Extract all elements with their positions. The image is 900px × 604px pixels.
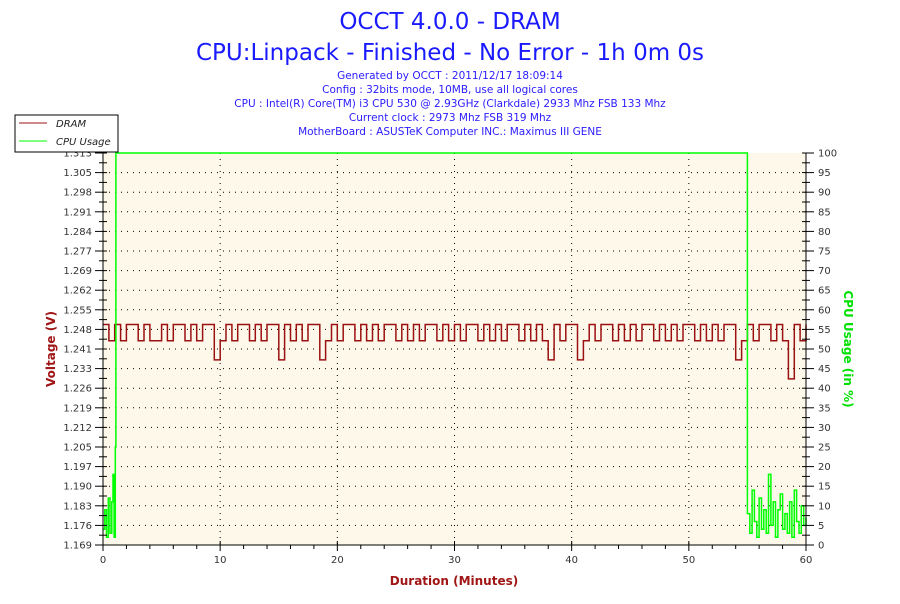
y-left-tick-label: 1.313 (63, 149, 92, 160)
y-left-tick-label: 1.255 (63, 305, 92, 316)
y-left-tick-label: 1.190 (63, 482, 92, 493)
y-left-tick-label: 1.212 (63, 423, 92, 434)
y-right-tick-label: 15 (818, 482, 831, 493)
x-axis-label: Duration (Minutes) (390, 574, 518, 588)
y-right-tick-label: 45 (818, 364, 831, 375)
y-left-tick-label: 1.262 (63, 286, 92, 297)
y-right-tick-label: 30 (818, 423, 831, 434)
plot-area (103, 153, 806, 545)
legend-label-cpu: CPU Usage (56, 137, 111, 148)
y-right-tick-label: 40 (818, 384, 831, 395)
y-left-tick-label: 1.298 (63, 188, 92, 199)
y-right-tick-label: 35 (818, 403, 831, 414)
y-right-tick-label: 65 (818, 286, 831, 297)
y-right-tick-label: 100 (818, 149, 837, 160)
y-right-tick-label: 10 (818, 501, 831, 512)
y-right-tick-label: 60 (818, 305, 831, 316)
x-tick-label: 0 (100, 555, 106, 566)
y-left-tick-label: 1.219 (63, 403, 92, 414)
y-right-tick-label: 25 (818, 443, 831, 454)
y-right-tick-label: 55 (818, 325, 831, 336)
series-line-cpu-usage (103, 152, 807, 538)
info-line: CPU : Intel(R) Core(TM) i3 CPU 530 @ 2.9… (234, 98, 666, 110)
info-line: MotherBoard : ASUSTeK Computer INC.: Max… (298, 126, 602, 138)
x-tick-label: 50 (682, 555, 695, 566)
legend-label-dram: DRAM (56, 119, 86, 130)
x-tick-label: 10 (214, 555, 227, 566)
y-right-tick-label: 85 (818, 207, 831, 218)
info-line: Config : 32bits mode, 10MB, use all logi… (322, 84, 578, 96)
axes: 1.169 1.176 1.183 1.190 1.197 1.205 1.212 1.219… (63, 149, 837, 567)
x-tick-label: 60 (800, 555, 813, 566)
y-right-tick-label: 90 (818, 188, 831, 199)
y-right-tick-label: 75 (818, 247, 831, 258)
y-left-tick-label: 1.205 (63, 443, 92, 454)
y-left-tick-label: 1.233 (63, 364, 92, 375)
y-left-tick-label: 1.305 (63, 168, 92, 179)
x-tick-label: 40 (565, 555, 578, 566)
y-left-tick-label: 1.197 (63, 462, 92, 473)
x-tick-label: 20 (331, 555, 344, 566)
y-left-tick-label: 1.241 (63, 345, 92, 356)
y-right-tick-label: 5 (818, 521, 824, 532)
y-left-tick-label: 1.291 (63, 207, 92, 218)
info-line: Generated by OCCT : 2011/12/17 18:09:14 (337, 70, 563, 82)
y-axis-left-label: Voltage (V) (44, 311, 58, 387)
y-left-tick-label: 1.226 (63, 384, 92, 395)
y-right-tick-label: 70 (818, 266, 831, 277)
series-layer (103, 152, 807, 538)
y-right-tick-label: 95 (818, 168, 831, 179)
y-right-tick-label: 20 (818, 462, 831, 473)
x-tick-label: 30 (448, 555, 461, 566)
legend: DRAM CPU Usage (14, 114, 119, 153)
y-left-tick-label: 1.277 (63, 247, 92, 258)
info-line: Current clock : 2973 Mhz FSB 319 Mhz (349, 112, 552, 124)
series-line-dram (103, 323, 807, 380)
y-left-tick-label: 1.284 (63, 227, 92, 238)
y-axis-right-label: CPU Usage (in %) (841, 290, 855, 407)
y-left-tick-label: 1.183 (63, 501, 92, 512)
chart-subtitle: CPU:Linpack - Finished - No Error - 1h 0… (196, 40, 704, 66)
y-left-tick-label: 1.176 (63, 521, 92, 532)
y-left-tick-label: 1.169 (63, 541, 92, 552)
y-right-tick-label: 0 (818, 541, 824, 552)
chart-title: OCCT 4.0.0 - DRAM (339, 9, 560, 35)
y-right-tick-label: 50 (818, 345, 831, 356)
y-left-tick-label: 1.248 (63, 325, 92, 336)
y-left-tick-label: 1.269 (63, 266, 92, 277)
y-right-tick-label: 80 (818, 227, 831, 238)
